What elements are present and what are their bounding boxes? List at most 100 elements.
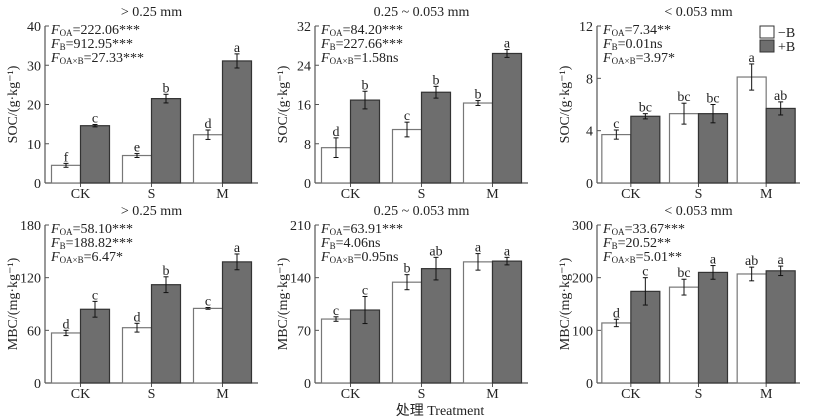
f-statistic: FOA×B=5.01**: [602, 250, 682, 265]
bar-plus-b-s: [420, 91, 452, 184]
significance-letter: c: [362, 283, 368, 298]
f-statistic: FB=0.01ns: [602, 37, 662, 52]
y-tick-label: 32: [297, 20, 311, 35]
x-tick-label: CK: [341, 187, 360, 202]
f-symbol: F: [602, 236, 612, 251]
f-subscript: OA: [60, 28, 73, 38]
f-symbol: F: [50, 236, 60, 251]
bar-plus-b-ck: [79, 308, 111, 384]
y-axis-label: MBC/(mg·kg⁻¹): [276, 257, 291, 350]
panel-1: > 0.25 mm 0 10 20 30 40 SOC/(g·kg⁻¹) CK f c Se b Md a…: [6, 5, 258, 202]
f-symbol: F: [50, 23, 60, 38]
bar-minus-b-m: [736, 273, 767, 384]
f-value: =1.58ns: [354, 51, 399, 66]
x-tick-label: CK: [71, 187, 90, 202]
f-symbol: F: [320, 23, 330, 38]
f-value: =58.10***: [73, 222, 133, 237]
significance-letter: bc: [706, 92, 719, 107]
significance-letter: a: [710, 253, 717, 268]
x-tick-label: CK: [621, 187, 640, 202]
significance-letter: a: [234, 241, 241, 256]
y-tick-label: 0: [304, 177, 311, 192]
x-axis-label: 处理 Treatment: [396, 403, 485, 419]
f-statistic: FB=227.66***: [320, 37, 403, 52]
significance-letter: c: [92, 288, 98, 303]
x-tick-label: M: [216, 387, 229, 402]
f-statistic: FOA=58.10***: [50, 222, 133, 237]
y-tick-label: 40: [27, 20, 41, 35]
x-tick-label: M: [760, 187, 773, 202]
bar-plus-b-s: [150, 284, 182, 384]
x-tick-label: M: [486, 187, 499, 202]
significance-letter: c: [205, 295, 211, 310]
legend-label: +B: [778, 40, 795, 55]
legend-swatch: [759, 39, 775, 53]
f-symbol: F: [50, 222, 60, 237]
bar-minus-b-m: [736, 76, 767, 184]
significance-letter: a: [504, 37, 511, 52]
y-tick-label: 0: [586, 177, 593, 192]
f-value: =27.33***: [84, 51, 144, 66]
f-value: =0.01ns: [618, 37, 663, 52]
significance-letter: a: [475, 241, 482, 256]
panel-2: 0.25 ~ 0.053 mm 0 8 16 24 32 SOC/(g·kg⁻¹) CK d b S…: [276, 5, 528, 202]
f-value: =227.66***: [336, 37, 403, 52]
panel-5: 0.25 ~ 0.053 mm 0 70 140 210 MBC/(mg·kg⁻¹) CK c…: [276, 204, 528, 402]
bar-plus-b-s: [697, 113, 729, 184]
y-tick-label: 120: [20, 272, 41, 287]
panel-title: > 0.25 mm: [121, 5, 182, 20]
f-value: =84.20***: [343, 23, 403, 38]
y-tick-label: 300: [572, 219, 593, 234]
f-symbol: F: [50, 250, 60, 265]
f-symbol: F: [320, 37, 330, 52]
f-subscript: B: [330, 241, 336, 251]
significance-letter: d: [63, 317, 70, 332]
x-tick-label: CK: [621, 387, 640, 402]
f-subscript: B: [612, 42, 618, 52]
f-statistic: FOA×B=0.95ns: [320, 250, 398, 265]
f-value: =6.47*: [84, 250, 123, 265]
panel-3: < 0.053 mm 0 4 8 12 SOC/(g·kg⁻¹) CK c bc Sbc bc Ma a…: [558, 5, 800, 202]
significance-letter: b: [163, 264, 170, 279]
f-value: =4.06ns: [336, 236, 381, 251]
bar-minus-b-s: [121, 327, 153, 384]
panel-title: 0.25 ~ 0.053 mm: [374, 204, 470, 219]
f-subscript: OA: [60, 227, 73, 237]
bar-minus-b-ck: [320, 318, 352, 384]
y-tick-label: 8: [304, 138, 311, 153]
f-subscript: OA×B: [60, 56, 84, 66]
f-value: =7.34**: [625, 23, 671, 38]
f-value: =912.95***: [66, 37, 133, 52]
bar-minus-b-s: [668, 286, 700, 384]
bar-minus-b-m: [462, 261, 494, 384]
y-tick-label: 8: [586, 72, 593, 87]
f-value: =63.91***: [343, 222, 403, 237]
bar-minus-b-ck: [601, 322, 632, 384]
panel-title: < 0.053 mm: [664, 204, 732, 219]
significance-letter: c: [404, 109, 410, 124]
y-tick-label: 140: [290, 272, 311, 287]
significance-letter: c: [613, 117, 619, 132]
y-tick-label: 210: [290, 219, 311, 234]
y-tick-label: 100: [572, 324, 593, 339]
f-statistic: FB=912.95***: [50, 37, 133, 52]
significance-letter: a: [504, 244, 511, 259]
significance-letter: b: [475, 88, 482, 103]
bar-plus-b-m: [221, 261, 253, 384]
f-statistic: FOA=33.67***: [602, 222, 685, 237]
f-symbol: F: [602, 250, 612, 265]
bar-plus-b-m: [491, 52, 523, 184]
significance-letter: bc: [639, 101, 652, 116]
bar-plus-b-ck: [349, 99, 381, 184]
y-tick-label: 16: [297, 99, 311, 114]
x-tick-label: M: [760, 387, 773, 402]
f-subscript: OA×B: [330, 255, 354, 265]
y-tick-label: 200: [572, 272, 593, 287]
y-tick-label: 12: [579, 20, 593, 35]
significance-letter: a: [778, 253, 785, 268]
bar-plus-b-ck: [630, 290, 661, 384]
y-tick-label: 0: [586, 377, 593, 392]
bar-plus-b-m: [765, 270, 796, 384]
f-value: =222.06***: [73, 23, 140, 38]
bar-minus-b-ck: [601, 133, 632, 184]
